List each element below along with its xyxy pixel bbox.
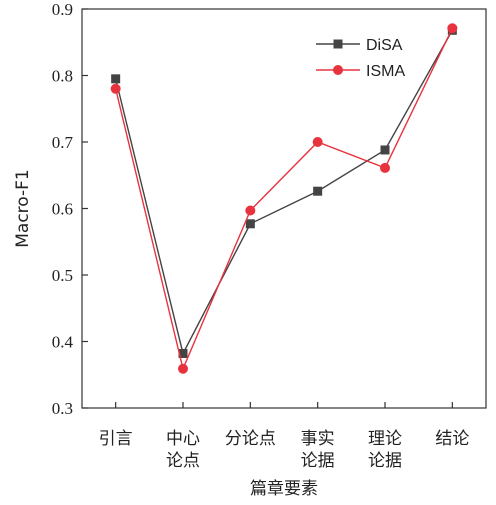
- series-isma: [110, 23, 458, 374]
- x-tick-label: 事实: [301, 429, 335, 449]
- data-point: [380, 162, 390, 173]
- y-axis: 0.3 0.4 0.5 0.6 0.7 0.8 0.9: [52, 0, 88, 418]
- y-tick-label: 0.9: [52, 0, 73, 19]
- x-tick-label: 论据: [301, 451, 335, 471]
- x-axis-title: 篇章要素: [250, 479, 318, 499]
- y-tick-label: 0.6: [52, 200, 73, 219]
- data-point: [380, 145, 390, 155]
- y-tick-label: 0.3: [52, 399, 73, 418]
- data-point: [312, 137, 323, 147]
- series-layer: [110, 23, 458, 374]
- legend-marker: [333, 65, 343, 75]
- data-point: [178, 348, 188, 358]
- y-tick-label: 0.7: [52, 133, 74, 152]
- data-point: [245, 219, 255, 229]
- data-point: [111, 74, 121, 84]
- data-point: [245, 205, 256, 216]
- legend-label: ISMA: [366, 63, 405, 80]
- series-line: [114, 27, 453, 371]
- y-tick-label: 0.5: [52, 266, 73, 285]
- data-point: [110, 83, 121, 94]
- legend-marker: [333, 39, 343, 49]
- data-point: [447, 23, 458, 34]
- y-tick-label: 0.4: [52, 333, 74, 352]
- data-point: [178, 363, 188, 374]
- series-line: [114, 29, 453, 356]
- data-point: [313, 186, 323, 196]
- x-tick-label: 引言: [99, 429, 133, 449]
- x-tick-label: 论据: [368, 451, 402, 471]
- plot-frame: [81, 8, 487, 409]
- plot-area: [81, 8, 487, 409]
- x-tick-label: 结论: [435, 429, 469, 449]
- legend-item: ISMA: [316, 63, 405, 80]
- x-tick-label: 论点: [166, 451, 200, 471]
- y-tick-label: 0.8: [52, 67, 73, 86]
- legend-item: DiSA: [316, 37, 403, 54]
- x-tick-label: 分论点: [225, 429, 276, 449]
- y-axis-title: Macro-F1: [13, 169, 33, 248]
- legend: DiSA ISMA: [316, 37, 405, 80]
- legend-label: DiSA: [366, 37, 403, 54]
- x-tick-label: 理论: [368, 429, 402, 449]
- x-tick-label: 中心: [166, 429, 200, 449]
